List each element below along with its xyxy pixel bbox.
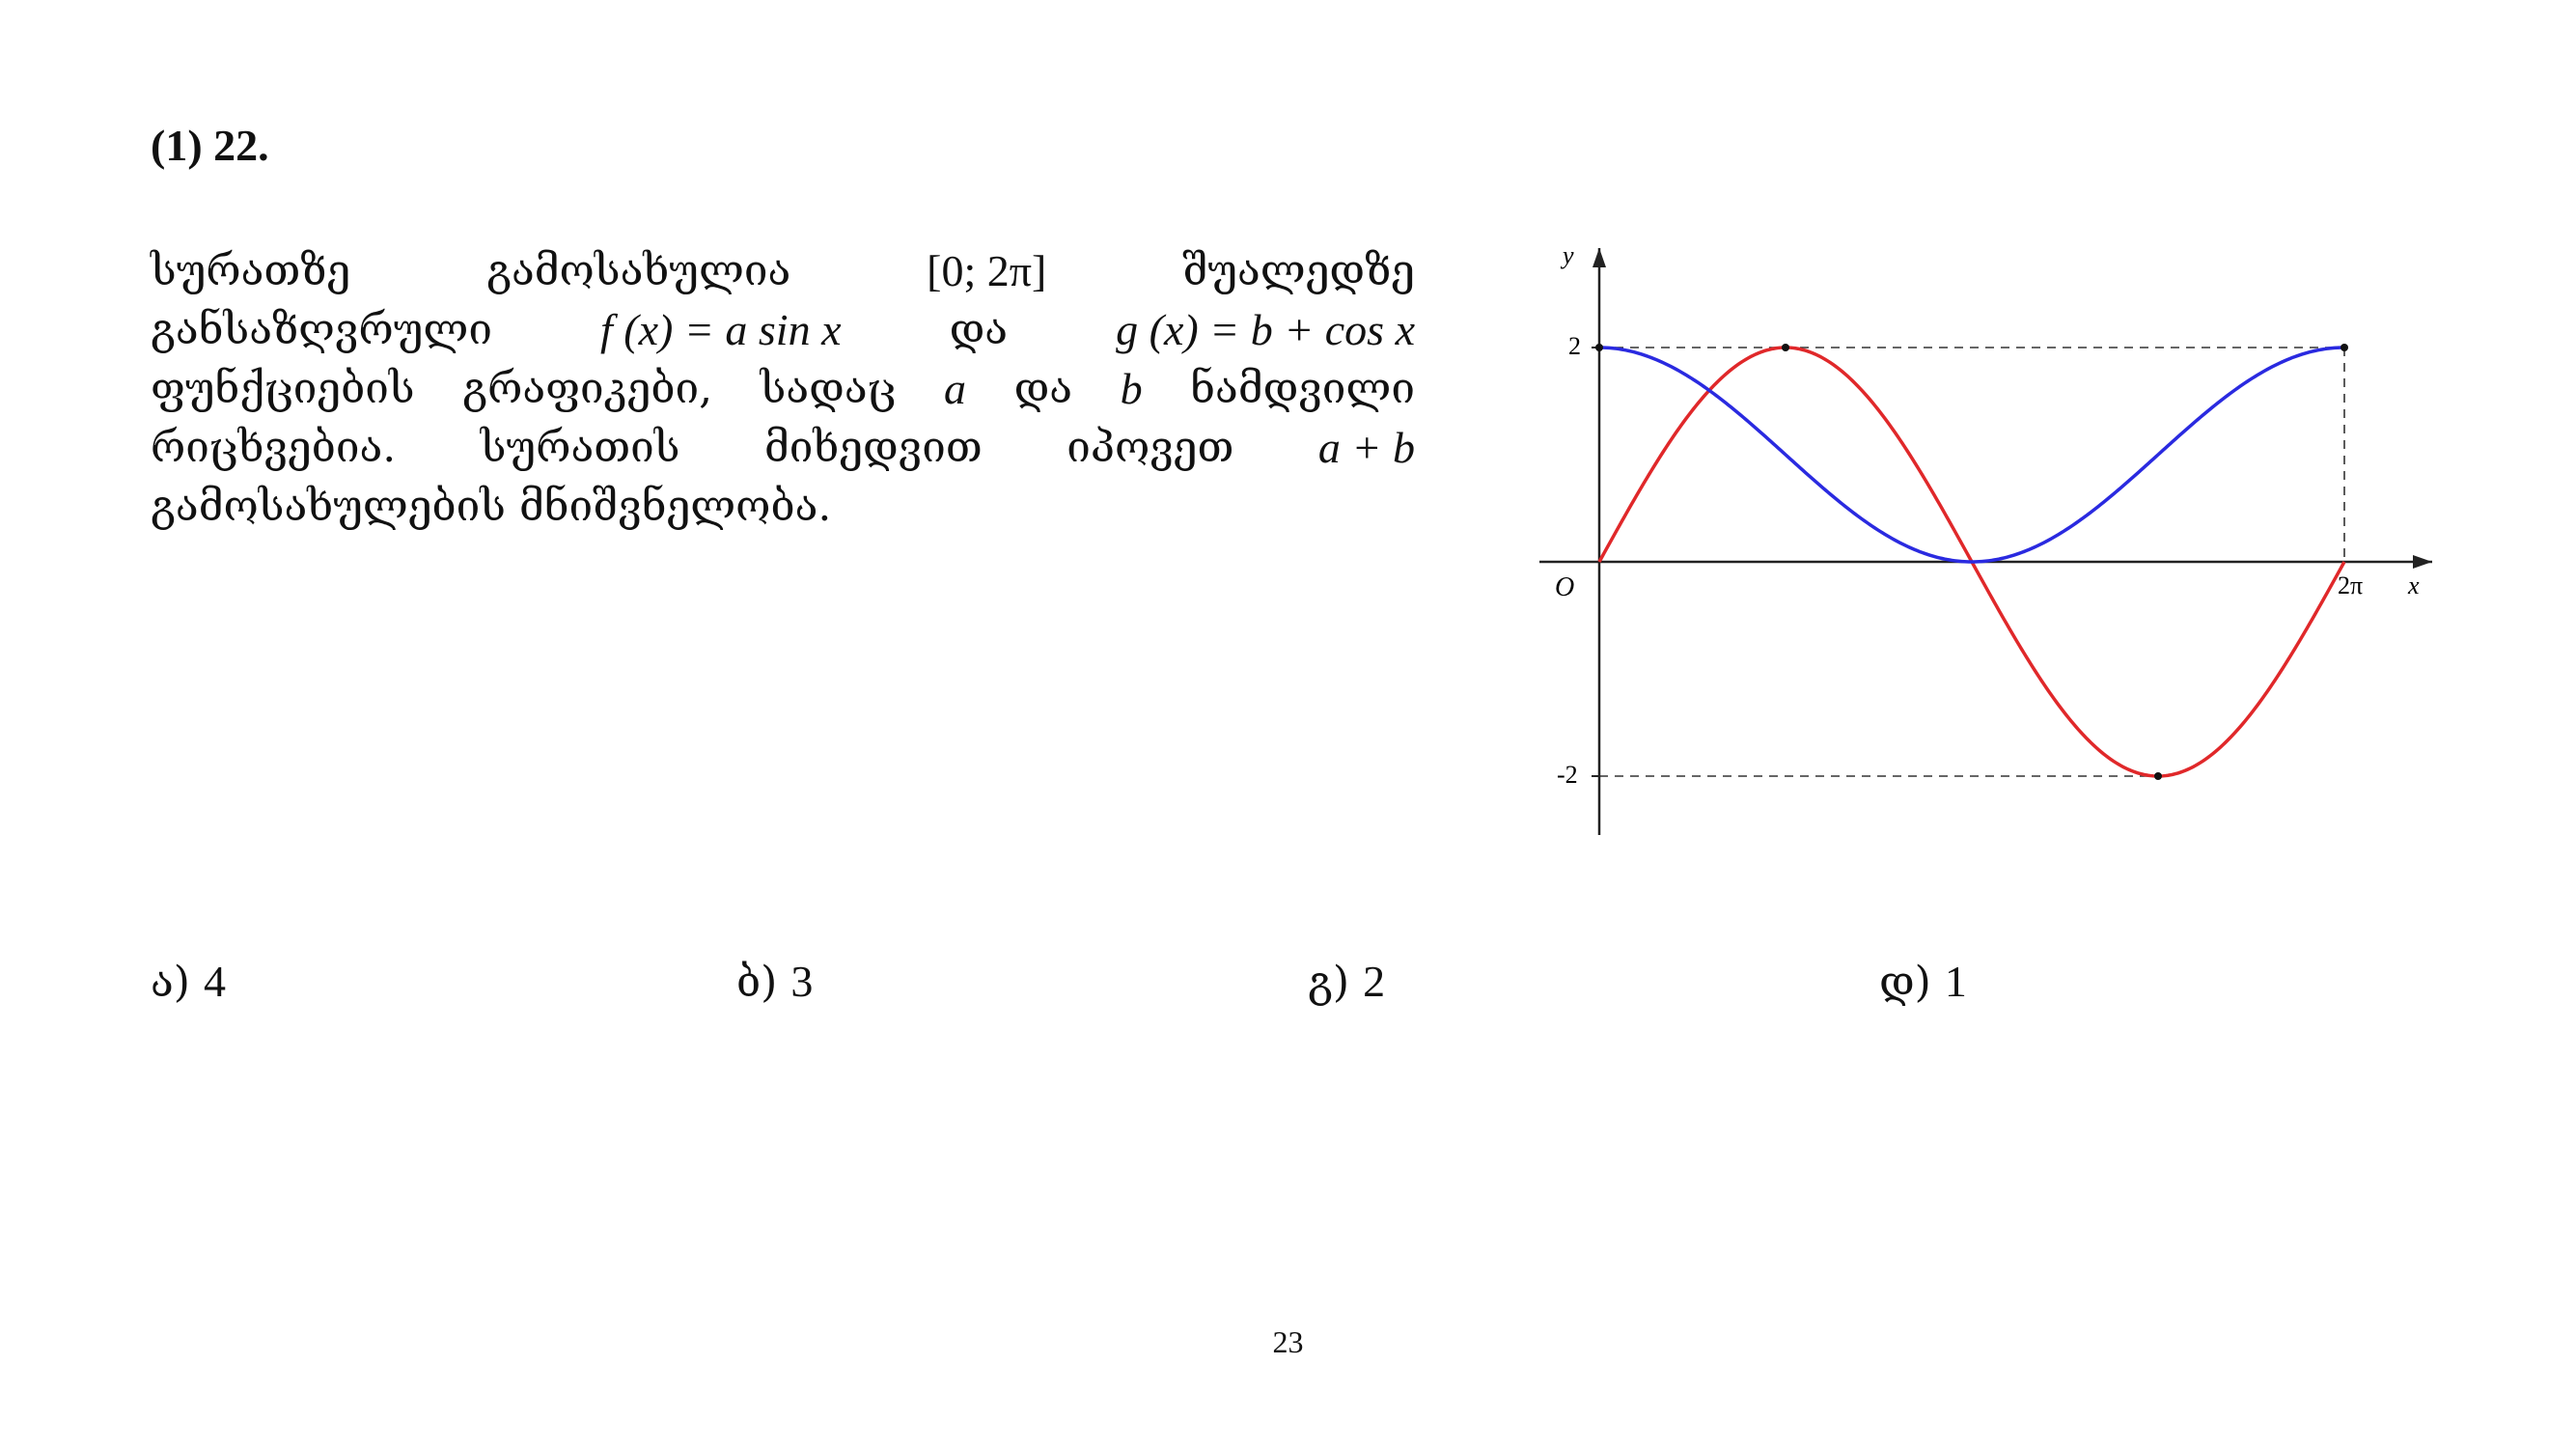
statement-word: მიხედვით (764, 423, 983, 472)
marked-point (1595, 344, 1603, 351)
y-axis-arrow (1593, 248, 1606, 267)
statement-word: სურათის (480, 423, 680, 472)
statement-word: იპოვეთ (1066, 423, 1234, 472)
answer-label: დ) (1879, 958, 1931, 1007)
g-curve-blue (1598, 346, 2345, 564)
marked-point (2154, 772, 2162, 780)
statement-line-4: რიცხვებია. სურათის მიხედვით იპოვეთ a + b (151, 418, 1415, 477)
y-tick-label-2: 2 (1568, 332, 1581, 360)
answer-value: 2 (1363, 957, 1386, 1006)
statement-word: სურათზე (151, 246, 351, 295)
x-axis-label: x (2407, 571, 2420, 599)
answer-label: ბ) (736, 958, 778, 1007)
statement-word: სადაც (760, 364, 897, 413)
answer-value: 3 (790, 957, 814, 1006)
interval-expression: [0; 2π] (927, 246, 1047, 295)
answer-label: ა) (151, 958, 190, 1007)
dashed-guides (1592, 347, 2345, 777)
statement-word: შუალედზე (1182, 246, 1415, 295)
marked-points (1595, 344, 2348, 780)
f-definition: f (x) = a sin x (600, 305, 842, 354)
answer-option-a[interactable]: ა) 4 (151, 956, 226, 1007)
axes (1539, 248, 2432, 835)
statement-line-5: გამოსახულების მნიშვნელობა. (151, 477, 1415, 536)
statement-word: და (949, 305, 1009, 354)
statement-line-1: სურათზე გამოსახულია [0; 2π] შუალედზე (151, 241, 1415, 300)
answer-options: ა) 4 ბ) 3 გ) 2 დ) 1 (0, 956, 2576, 1014)
statement-word: და (1013, 364, 1073, 413)
statement-line-3: ფუნქციების გრაფიკები, სადაც a და b ნამდვ… (151, 359, 1415, 418)
variable-b: b (1120, 364, 1143, 413)
page-number: 23 (1272, 1324, 1304, 1359)
sum-expression: a + b (1317, 423, 1415, 472)
statement-word: რიცხვებია. (151, 423, 397, 472)
curves (1597, 346, 2346, 778)
x-axis-arrow (2413, 555, 2432, 569)
problem-statement: სურათზე გამოსახულია [0; 2π] შუალედზე გან… (151, 241, 1415, 536)
problem-number: (1) 22. (151, 121, 269, 170)
answer-value: 4 (203, 957, 226, 1006)
statement-word: გრაფიკები, (462, 364, 713, 413)
statement-word: გამოსახულების მნიშვნელობა. (151, 482, 832, 531)
statement-word: გამოსახულია (486, 246, 791, 295)
answer-option-b[interactable]: ბ) 3 (736, 956, 813, 1007)
marked-point (2341, 344, 2348, 351)
statement-word: ნამდვილი (1190, 364, 1415, 413)
answer-option-d[interactable]: დ) 1 (1879, 956, 1967, 1007)
y-axis-label: y (1560, 241, 1574, 269)
answer-value: 1 (1944, 957, 1967, 1006)
x-tick-label-2pi: 2π (2338, 571, 2363, 599)
function-graph: y x O 2π 2 -2 (1539, 241, 2432, 835)
marked-point (1782, 344, 1789, 351)
statement-line-2: განსაზღვრული f (x) = a sin x და g (x) = … (151, 300, 1415, 359)
variable-a: a (943, 364, 966, 413)
origin-label: O (1555, 572, 1574, 602)
y-tick-label-minus-2: -2 (1557, 761, 1578, 789)
g-definition: g (x) = b + cos x (1116, 305, 1415, 354)
answer-option-c[interactable]: გ) 2 (1308, 956, 1385, 1007)
statement-word: განსაზღვრული (151, 305, 492, 354)
answer-label: გ) (1308, 958, 1350, 1007)
statement-word: ფუნქციების (151, 364, 415, 413)
axis-labels: y x O 2π 2 -2 (1555, 241, 2420, 789)
